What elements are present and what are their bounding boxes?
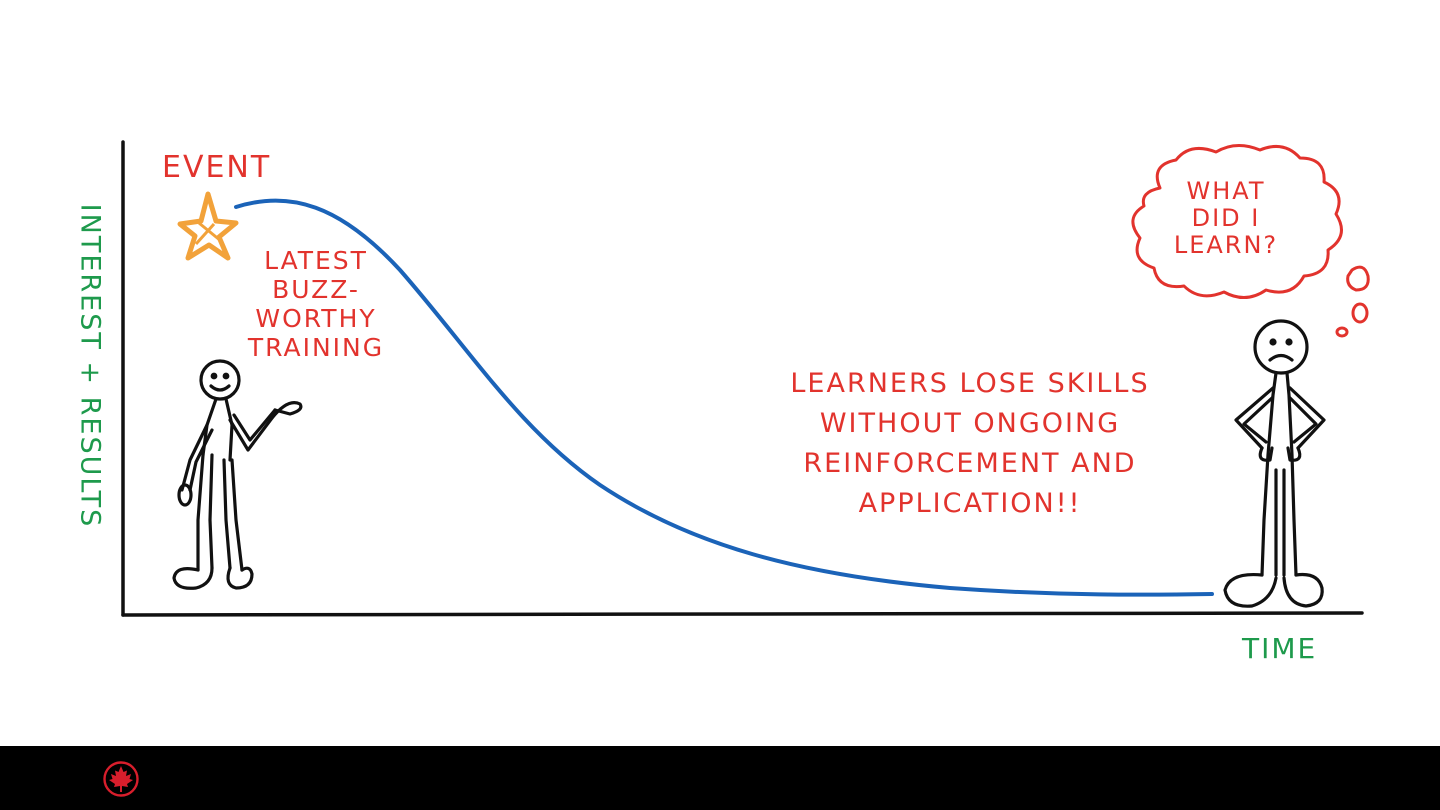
maple-leaf-logo	[103, 761, 139, 797]
annotation-line: LEARNERS LOSE SKILLS	[790, 368, 1150, 399]
annotation-line: BUZZ-	[272, 275, 360, 304]
event-label: EVENT	[162, 150, 272, 185]
happy-stick-figure	[172, 359, 303, 590]
thought-bubble-text: WHAT DID I LEARN?	[1166, 178, 1286, 259]
y-axis-label: INTEREST + RESULTS	[74, 203, 106, 529]
forgetting-curve	[234, 198, 1214, 597]
diagram-artwork	[121, 140, 1370, 617]
skills-loss-annotation: LEARNERS LOSE SKILLS WITHOUT ONGOING REI…	[760, 364, 1180, 524]
thought-line: WHAT	[1186, 177, 1266, 205]
x-axis-line	[121, 611, 1364, 617]
annotation-line: APPLICATION!!	[858, 488, 1082, 519]
annotation-line: WITHOUT ONGOING	[819, 408, 1121, 439]
star-icon	[177, 191, 239, 261]
diagram-canvas: EVENT LATEST BUZZ- WORTHY TRAINING LEARN…	[74, 140, 1370, 665]
thought-line: LEARN?	[1173, 231, 1279, 259]
footer-bar	[0, 746, 1440, 810]
annotation-line: REINFORCEMENT AND	[803, 448, 1137, 479]
annotation-line: WORTHY	[255, 304, 377, 333]
annotation-line: LATEST	[264, 246, 368, 275]
sad-stick-figure	[1223, 319, 1326, 608]
x-axis-label: TIME	[1242, 632, 1318, 665]
thought-bubble-icon	[1131, 144, 1370, 338]
latest-training-annotation: LATEST BUZZ- WORTHY TRAINING	[236, 246, 396, 362]
thought-line: DID I	[1191, 204, 1261, 232]
annotation-line: TRAINING	[247, 333, 385, 362]
